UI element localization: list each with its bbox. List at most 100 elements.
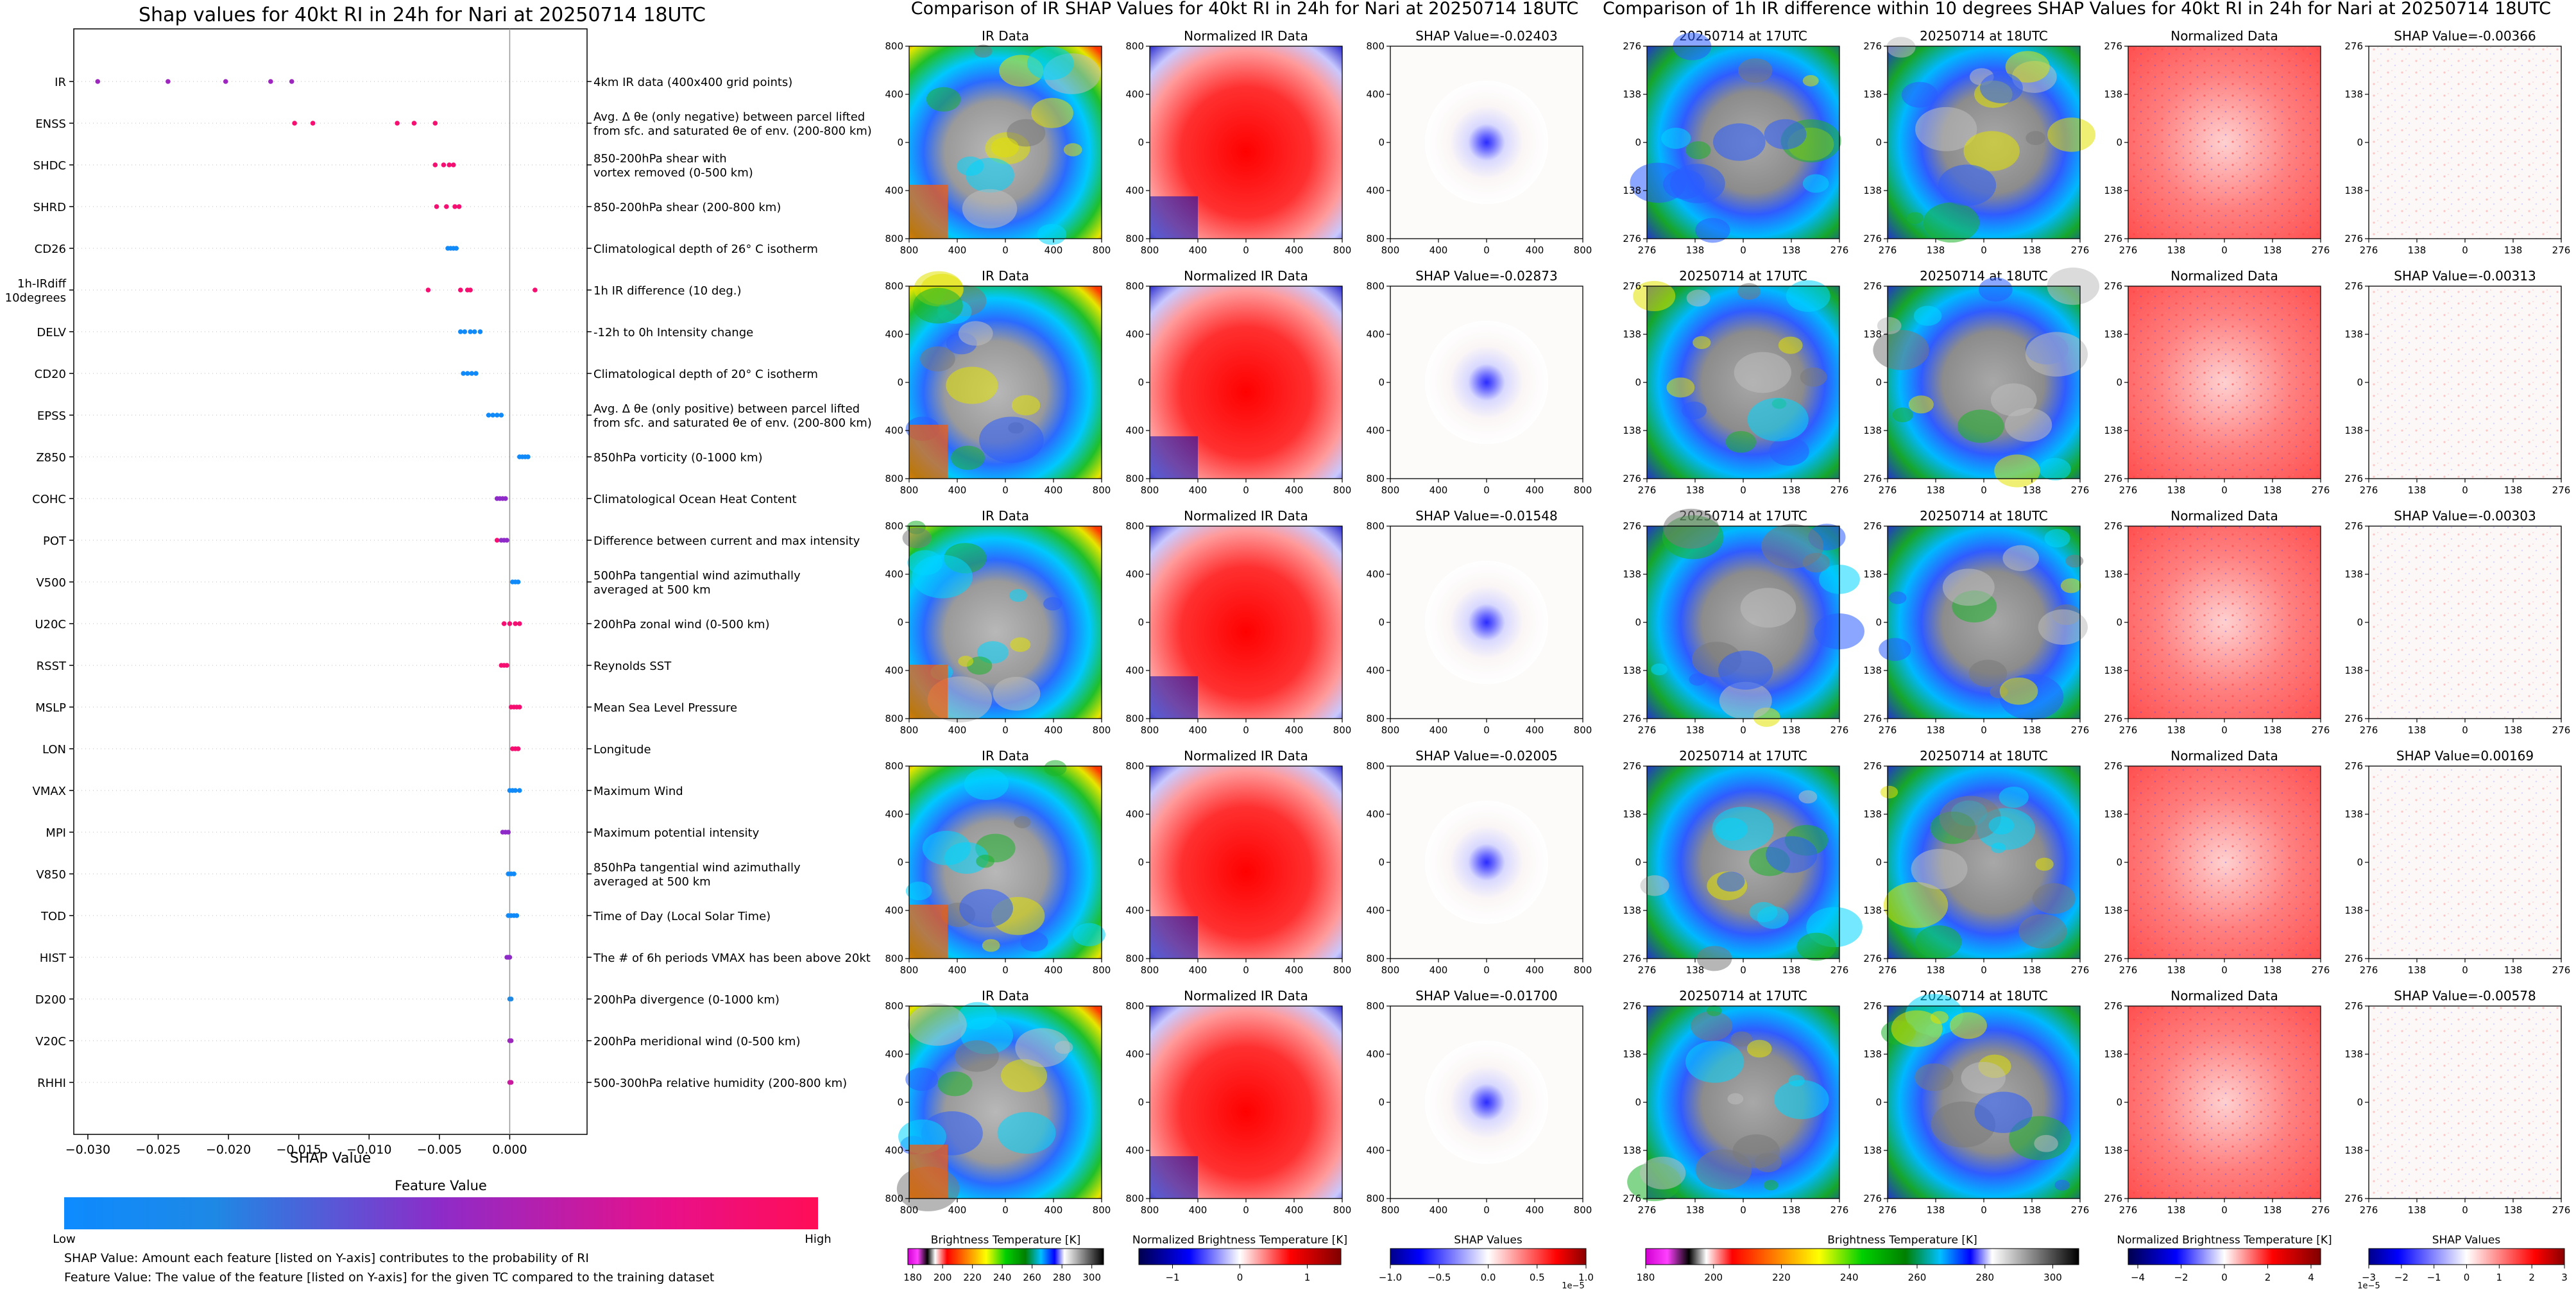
- subplot-title: Normalized Data: [2171, 988, 2278, 1003]
- feature-description-line: 200hPa zonal wind (0-500 km): [593, 618, 770, 631]
- x-tick-label: 800: [1093, 244, 1111, 256]
- x-tick-label: 0: [1740, 484, 1746, 496]
- x-tick-label: 0: [2221, 964, 2228, 976]
- shap-point: [432, 162, 438, 167]
- feature-description-line: 200hPa divergence (0-1000 km): [593, 993, 780, 1007]
- cloud-feature: [1738, 58, 1773, 83]
- feature-label-line: VMAX: [33, 785, 67, 798]
- cloud-feature: [1942, 568, 1995, 606]
- y-tick-label: 800: [1366, 1000, 1385, 1012]
- shap-summary-panel: Shap values for 40kt RI in 24h for Nari …: [5, 4, 872, 1285]
- x-tick-label: 400: [1285, 724, 1304, 736]
- colorbar-tick-label: 280: [1975, 1272, 1994, 1283]
- y-tick-label: 400: [1125, 185, 1144, 196]
- feature-label: U20C: [35, 618, 66, 631]
- y-tick-label: 0: [1138, 377, 1144, 388]
- colorbar-tick-label: 240: [993, 1272, 1012, 1283]
- y-tick-label: 800: [1125, 713, 1144, 724]
- y-tick-label: 138: [2104, 905, 2122, 916]
- cloud-feature: [962, 189, 1018, 228]
- y-tick-label: 138: [1863, 89, 1882, 100]
- shap-point: [506, 830, 511, 835]
- y-tick-label: 800: [885, 280, 903, 292]
- shap-subplot-title: SHAP Value=-0.00578: [2394, 988, 2536, 1003]
- colorbar-tick-label: −0.5: [1428, 1272, 1451, 1283]
- colorbar-tick-label: −2: [2394, 1272, 2409, 1283]
- cloud-feature: [2004, 408, 2052, 442]
- y-tick-label: 0: [1875, 857, 1882, 868]
- colorbar-tick-label: −1: [1165, 1272, 1179, 1283]
- feature-label: IR: [55, 76, 66, 89]
- shap-diff-texture: [2369, 286, 2561, 479]
- x-tick-label: 138: [2264, 964, 2282, 976]
- x-tick-label: 800: [1333, 484, 1352, 496]
- x-tick-label: 0: [1981, 244, 1987, 256]
- subplot-title: 20250714 at 18UTC: [1920, 508, 2048, 524]
- cloud-feature: [1961, 1062, 2006, 1094]
- cloud-feature: [1877, 317, 1902, 335]
- x-tick-label: 276: [2119, 244, 2138, 256]
- x-tick-label: 138: [2023, 1204, 2042, 1216]
- x-tick-label: 0: [1981, 964, 1987, 976]
- colorbar: [1390, 1248, 1587, 1265]
- cloud-feature: [1693, 336, 1711, 349]
- x-tick-label: 138: [1782, 724, 1801, 736]
- cloud-feature: [951, 445, 985, 470]
- y-tick-label: 276: [1623, 1000, 1641, 1012]
- cloud-feature: [1015, 1028, 1070, 1068]
- y-tick-label: 0: [1875, 617, 1882, 628]
- subplot-title: 20250714 at 18UTC: [1920, 28, 2048, 44]
- shap-point: [499, 413, 504, 418]
- cloud-feature: [1747, 397, 1809, 441]
- cloud-feature: [1734, 352, 1791, 393]
- cloud-feature: [1717, 871, 1745, 892]
- cloud-feature: [1763, 1180, 1778, 1191]
- cloud-feature: [1746, 1039, 1772, 1058]
- feature-label-line: HIST: [40, 952, 67, 965]
- x-tick-label: 400: [1285, 484, 1304, 496]
- cloud-feature: [1978, 277, 2013, 302]
- colorbar-tick-label: −1: [2427, 1272, 2441, 1283]
- x-tick-label: 400: [1045, 484, 1063, 496]
- shap-point: [468, 287, 473, 293]
- feature-description: 4km IR data (400x400 grid points): [593, 76, 792, 89]
- cloud-feature: [991, 137, 1019, 158]
- cloud-feature: [1695, 1149, 1752, 1190]
- y-tick-label: 138: [2344, 808, 2363, 820]
- feature-description: 850-200hPa shear with vortex removed (0-5…: [593, 152, 753, 180]
- cloud-feature: [1007, 119, 1046, 147]
- y-tick-label: 400: [1125, 1145, 1144, 1156]
- x-tick-label: 0: [1740, 724, 1746, 736]
- y-tick-label: 276: [2344, 760, 2363, 772]
- x-tick-label: 400: [1285, 1204, 1304, 1216]
- normalized-blue-region: [1150, 1156, 1198, 1199]
- colorbar-tick-label: 3: [2561, 1272, 2568, 1283]
- feature-description-line: Reynolds SST: [593, 660, 672, 673]
- y-tick-label: 0: [1635, 857, 1641, 868]
- shap-point: [533, 287, 538, 293]
- x-tick-label: 0: [1002, 244, 1009, 256]
- x-tick-label: 0: [1740, 1204, 1746, 1216]
- x-tick-label: 138: [2408, 724, 2427, 736]
- feature-label-line: SHDC: [33, 159, 66, 173]
- y-tick-label: 276: [1863, 760, 1882, 772]
- y-tick-label: 276: [1623, 520, 1641, 532]
- colorbar-tick-label: 1: [1304, 1272, 1311, 1283]
- cloud-feature: [1949, 1012, 1987, 1039]
- x-tick-label: 138: [1927, 724, 1945, 736]
- feature-label: DELV: [37, 326, 66, 339]
- y-tick-label: 276: [2344, 1193, 2363, 1204]
- feature-description: 850hPa tangential wind azimuthally averag…: [593, 861, 801, 889]
- y-tick-label: 400: [885, 568, 903, 580]
- x-tick-label: 138: [2023, 484, 2042, 496]
- cloud-feature: [1880, 785, 1898, 799]
- cloud-feature: [2038, 609, 2088, 645]
- cloud-feature: [1666, 377, 1695, 398]
- cloud-feature: [1633, 280, 1676, 312]
- shap-subplot-title: SHAP Value=-0.02873: [1415, 268, 1557, 284]
- x-tick-label: 0: [1002, 964, 1009, 976]
- feature-description-line: from sfc. and saturated θe of env. (200-…: [593, 124, 872, 138]
- cloud-feature: [1892, 407, 1913, 423]
- x-tick-label: 276: [2071, 964, 2090, 976]
